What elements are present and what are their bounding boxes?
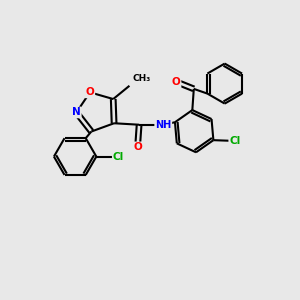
Text: NH: NH: [155, 120, 171, 130]
Text: O: O: [172, 77, 181, 87]
Text: Cl: Cl: [113, 152, 124, 162]
Text: O: O: [133, 142, 142, 152]
Text: CH₃: CH₃: [133, 74, 151, 83]
Text: O: O: [85, 87, 94, 98]
Text: Cl: Cl: [229, 136, 241, 146]
Text: N: N: [72, 107, 81, 117]
